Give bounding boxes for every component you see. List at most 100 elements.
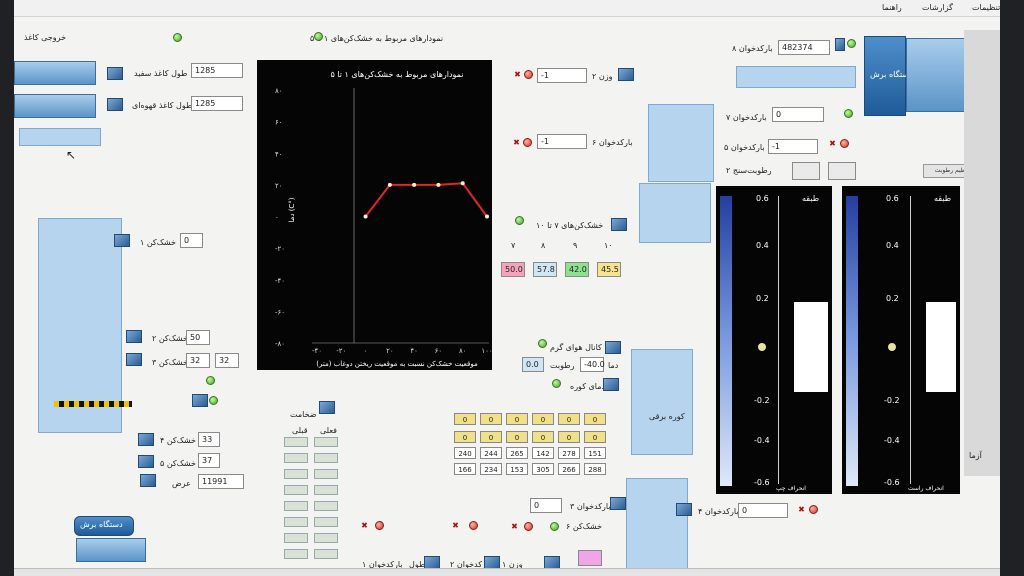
thickness-cell[interactable] — [314, 533, 338, 543]
machine-icon — [611, 218, 627, 231]
grid-cell[interactable]: 0 — [558, 431, 580, 443]
close-icon[interactable]: ✖ — [798, 505, 805, 514]
machine-icon — [138, 433, 154, 446]
dryer5-field[interactable]: 37 — [198, 453, 220, 468]
back-label: قبلی — [292, 426, 308, 435]
thickness-cell[interactable] — [284, 437, 308, 447]
close-icon[interactable]: ✖ — [829, 139, 836, 148]
menu-settings[interactable]: تنظیمات — [972, 3, 1000, 12]
close-icon[interactable]: ✖ — [513, 138, 520, 147]
gauge-right-tick: -0.2 — [884, 396, 900, 405]
grid-cell[interactable]: 166 — [454, 463, 476, 475]
cut-machine-right[interactable] — [864, 36, 906, 116]
thickness-cell[interactable] — [314, 469, 338, 479]
close-icon[interactable]: ✖ — [511, 522, 518, 531]
barcode3-field[interactable]: 0 — [530, 498, 562, 513]
barcode7-field[interactable]: 0 — [772, 107, 824, 122]
dryer8-value[interactable]: 57.8 — [533, 262, 557, 277]
thickness-cell[interactable] — [284, 517, 308, 527]
barcode4-field[interactable]: 0 — [738, 503, 788, 518]
dryer9-value[interactable]: 42.0 — [565, 262, 589, 277]
thickness-cell[interactable] — [314, 453, 338, 463]
y-tick-label: -۶۰ — [275, 308, 285, 316]
dryer1-field[interactable]: 0 — [180, 233, 203, 248]
grid-cell[interactable]: 265 — [506, 447, 528, 459]
gauge-right-marker — [888, 343, 896, 351]
grid-cell[interactable]: 0 — [454, 431, 476, 443]
grid-cell[interactable]: 0 — [506, 431, 528, 443]
grid-cell[interactable]: 0 — [584, 431, 606, 443]
grid-cell[interactable]: 0 — [480, 431, 502, 443]
thickness-cell[interactable] — [284, 533, 308, 543]
dryer4-field[interactable]: 33 — [198, 432, 220, 447]
thickness-cell[interactable] — [284, 549, 308, 559]
menu-reports[interactable]: گزارشات — [922, 3, 953, 12]
grid-cell[interactable]: 0 — [532, 431, 554, 443]
y-tick-label: -۲۰ — [275, 245, 285, 253]
thickness-cell[interactable] — [284, 469, 308, 479]
dryer2-field[interactable]: 50 — [186, 330, 210, 345]
thickness-cell[interactable] — [314, 485, 338, 495]
thickness-cell[interactable] — [284, 453, 308, 463]
grid-cell[interactable]: 0 — [532, 413, 554, 425]
weight2-field[interactable]: -1 — [537, 68, 587, 83]
thickness-cell[interactable] — [284, 501, 308, 511]
grid-cell[interactable]: 240 — [454, 447, 476, 459]
thickness-cell[interactable] — [314, 517, 338, 527]
dryer10-value[interactable]: 45.5 — [597, 262, 621, 277]
barcode8-field[interactable]: 482374 — [778, 40, 830, 55]
close-icon[interactable]: ✖ — [452, 521, 459, 530]
machine-icon — [618, 68, 634, 81]
grid-cell[interactable]: 305 — [532, 463, 554, 475]
x-tick-label: ۸۰ — [459, 347, 467, 355]
temp-field[interactable]: -40.0 — [580, 357, 605, 372]
grid-cell[interactable]: 142 — [532, 447, 554, 459]
status-led — [538, 339, 547, 348]
close-icon[interactable]: ✖ — [361, 521, 368, 530]
grid-cell[interactable]: 0 — [506, 413, 528, 425]
dryer3-field-2[interactable]: 32 — [215, 353, 239, 368]
barcode6-field[interactable]: -1 — [537, 134, 587, 149]
electric-oven — [631, 349, 693, 455]
brown-length-label: طول کاغذ قهوه‌ای — [132, 101, 193, 110]
humidity2-field-1[interactable] — [792, 162, 820, 180]
thickness-cell[interactable] — [314, 437, 338, 447]
machine-icon — [107, 67, 123, 80]
grid-cell[interactable]: 288 — [584, 463, 606, 475]
close-icon[interactable]: ✖ — [514, 70, 521, 79]
humidity-field[interactable]: 0.0 — [522, 357, 544, 372]
thickness-cell[interactable] — [314, 501, 338, 511]
grid-cell[interactable]: 266 — [558, 463, 580, 475]
cut-machine-left[interactable] — [74, 516, 134, 536]
cut-machine-right-label: دستگاه برش — [870, 70, 913, 79]
grid-cell[interactable]: 278 — [558, 447, 580, 459]
dryer7-value[interactable]: 50.0 — [501, 262, 525, 277]
thickness-cell[interactable] — [314, 549, 338, 559]
grid-cell[interactable]: 244 — [480, 447, 502, 459]
x-tick-label: -۲۰ — [336, 347, 346, 355]
grid-cell[interactable]: 0 — [558, 413, 580, 425]
gauge-right: طبقه 0.6 0.4 0.2 -0.2 -0.4 -0.6 انحراف ر… — [842, 186, 960, 494]
pink-indicator — [578, 550, 602, 566]
status-led — [809, 505, 818, 514]
white-length-field[interactable]: 1285 — [191, 63, 243, 78]
humidity2-field-2[interactable] — [828, 162, 856, 180]
grid-cell[interactable]: 153 — [506, 463, 528, 475]
grid-cell[interactable]: 0 — [454, 413, 476, 425]
width-field[interactable]: 11991 — [198, 474, 244, 489]
grid-cell[interactable]: 0 — [480, 413, 502, 425]
barcode5-field[interactable]: -1 — [768, 139, 818, 154]
gauge-left-tick: -0.2 — [754, 396, 770, 405]
grid-cell[interactable]: 234 — [480, 463, 502, 475]
machine-icon — [676, 503, 692, 516]
humidity2-label: رطوبت‌سنج ۲ — [726, 166, 772, 175]
dryer3-field-1[interactable]: 32 — [186, 353, 210, 368]
gauge-left-tick: 0.2 — [756, 294, 769, 303]
data-point — [436, 182, 441, 187]
thickness-cell[interactable] — [284, 485, 308, 495]
menu-help[interactable]: راهنما — [882, 3, 902, 12]
hazard-stripe — [54, 401, 132, 407]
grid-cell[interactable]: 151 — [584, 447, 606, 459]
grid-cell[interactable]: 0 — [584, 413, 606, 425]
brown-length-field[interactable]: 1285 — [191, 96, 243, 111]
